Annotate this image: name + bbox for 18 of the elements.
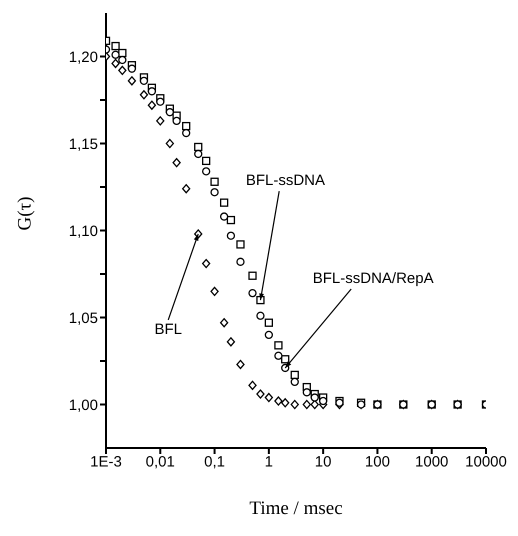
x-tick-label: 10 <box>314 454 332 471</box>
y-tick-label: 1,05 <box>68 310 98 327</box>
x-tick-label: 0,1 <box>204 454 225 471</box>
x-tick-label: 10000 <box>465 454 507 471</box>
y-tick-label: 1,20 <box>68 48 98 66</box>
x-tick-label: 0,01 <box>146 454 175 471</box>
x-tick-label: 1 <box>264 454 274 471</box>
annotation: BFL-ssDNA <box>246 172 326 190</box>
y-tick-label: 1,15 <box>68 136 98 153</box>
x-tick-label: 1E-3 <box>90 454 122 471</box>
x-tick-label: 1000 <box>415 454 448 471</box>
y-tick-label: 1,00 <box>68 396 98 414</box>
y-axis-title: G(τ) <box>14 196 36 230</box>
x-tick-label: 100 <box>364 454 390 471</box>
annotation: BFL <box>154 320 182 338</box>
y-tick-label: 1,10 <box>68 222 98 240</box>
annotation: BFL-ssDNA/RepA <box>312 270 434 287</box>
x-axis-title: Time / msec <box>249 498 343 519</box>
